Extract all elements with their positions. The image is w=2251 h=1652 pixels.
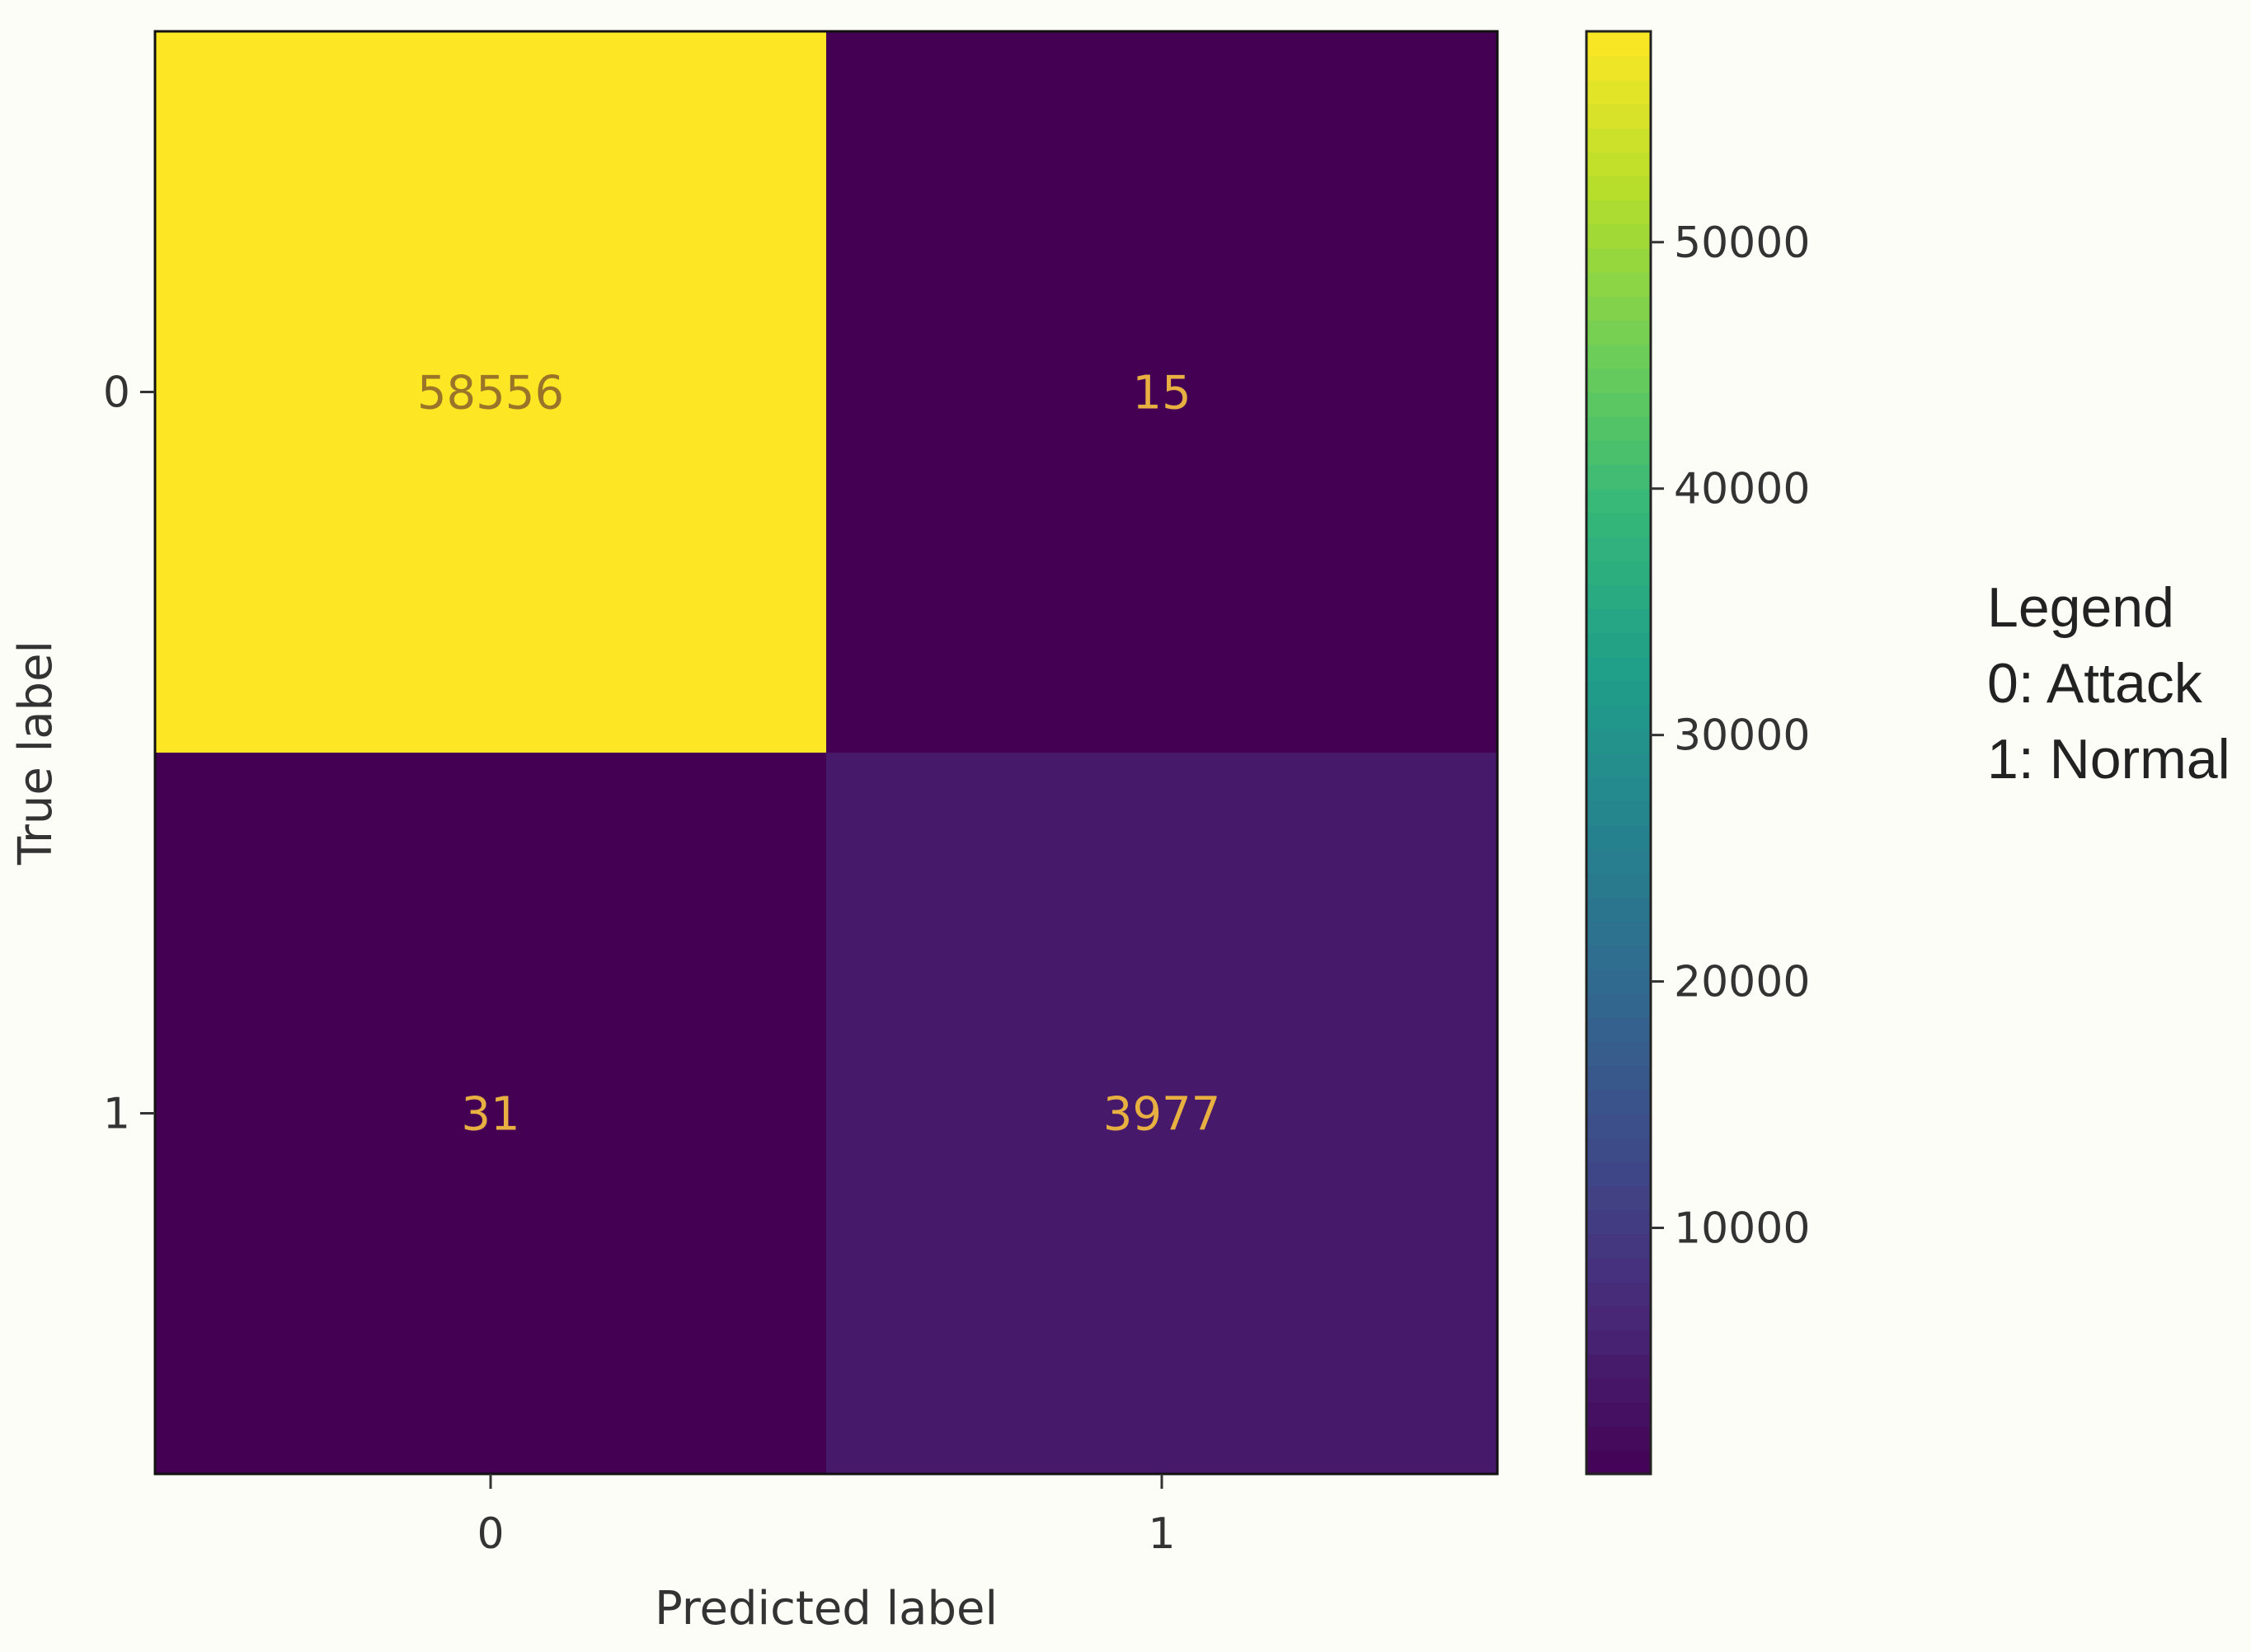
colorbar-segment (1586, 512, 1651, 537)
heatmap-cell (155, 753, 827, 1475)
colorbar-segment (1586, 536, 1651, 561)
colorbar-segment (1586, 560, 1651, 585)
y-tick-label: 1 (103, 1090, 130, 1139)
colorbar-segment (1586, 464, 1651, 490)
colorbar-segment (1586, 1065, 1651, 1091)
colorbar-segment (1586, 1137, 1651, 1162)
colorbar-segment (1586, 1449, 1651, 1475)
colorbar-segment (1586, 151, 1651, 176)
colorbar-segment (1586, 1257, 1651, 1283)
x-tick-label: 0 (477, 1509, 504, 1559)
y-tick-label: 0 (103, 368, 130, 418)
colorbar-segment (1586, 1041, 1651, 1067)
colorbar-segment (1586, 127, 1651, 153)
colorbar-segment (1586, 945, 1651, 970)
colorbar-tick-label: 40000 (1674, 465, 1810, 514)
colorbar-segment (1586, 824, 1651, 850)
colorbar-segment (1586, 392, 1651, 417)
legend-title: Legend (1987, 576, 2174, 639)
colorbar-segment (1586, 584, 1651, 609)
heatmap-frame (153, 30, 1499, 1476)
heatmap-cell (826, 31, 1498, 753)
cell-value-label: 15 (1132, 367, 1191, 420)
colorbar-tick-label: 10000 (1674, 1204, 1810, 1254)
colorbar-segment (1586, 680, 1651, 706)
colorbar-segment (1586, 1330, 1651, 1355)
colorbar-segment (1586, 368, 1651, 393)
legend-entry: 1: Normal (1987, 728, 2230, 791)
colorbar-segment (1586, 1377, 1651, 1403)
cell-value-label: 3977 (1103, 1088, 1221, 1142)
colorbar-segment (1586, 1425, 1651, 1451)
colorbar-segment (1586, 1089, 1651, 1115)
colorbar-segment (1586, 993, 1651, 1018)
colorbar-segment (1586, 199, 1651, 225)
colorbar-segment (1586, 1305, 1651, 1331)
heatmap-cell (155, 31, 827, 753)
colorbar-segment (1586, 1233, 1651, 1259)
cell-value-label: 58556 (417, 367, 564, 420)
colorbar-segment (1586, 872, 1651, 898)
colorbar-segment (1586, 439, 1651, 465)
colorbar-segment (1586, 271, 1651, 297)
colorbar-segment (1586, 1209, 1651, 1235)
x-tick-label: 1 (1148, 1509, 1175, 1559)
colorbar-segment (1586, 295, 1651, 321)
colorbar-segment (1586, 1401, 1651, 1427)
colorbar-segment (1586, 1113, 1651, 1138)
colorbar-segment (1586, 1185, 1651, 1211)
legend: Legend 0: Attack 1: Normal (1987, 576, 2230, 791)
colorbar-segment (1586, 55, 1651, 81)
colorbar-segment (1586, 320, 1651, 345)
colorbar-segment (1586, 1354, 1651, 1379)
colorbar-segment (1586, 247, 1651, 273)
colorbar-segment (1586, 31, 1651, 57)
colorbar-segment (1586, 728, 1651, 753)
colorbar-segment (1586, 488, 1651, 514)
colorbar-segment (1586, 656, 1651, 682)
colorbar-segment (1586, 344, 1651, 369)
colorbar-tick-label: 20000 (1674, 958, 1810, 1007)
legend-entry: 0: Attack (1987, 652, 2203, 715)
colorbar-segment (1586, 415, 1651, 441)
colorbar-tick-label: 50000 (1674, 218, 1810, 268)
colorbar-segment (1586, 753, 1651, 778)
colorbar-segment (1586, 800, 1651, 826)
colorbar-segment (1586, 848, 1651, 874)
heatmap-cell (826, 753, 1498, 1475)
colorbar-frame (1585, 30, 1652, 1476)
colorbar-segment (1586, 1281, 1651, 1307)
cell-value-label: 31 (461, 1088, 519, 1142)
colorbar-segment (1586, 897, 1651, 922)
colorbar-segment (1586, 176, 1651, 201)
x-axis-label: Predicted label (655, 1582, 998, 1636)
colorbar-segment (1586, 608, 1651, 634)
colorbar-segment (1586, 969, 1651, 994)
colorbar-tick-label: 30000 (1674, 711, 1810, 761)
colorbar-segment (1586, 1016, 1651, 1042)
colorbar-segment (1586, 103, 1651, 129)
colorbar-segment (1586, 79, 1651, 105)
colorbar-segment (1586, 777, 1651, 802)
colorbar-segment (1586, 1161, 1651, 1186)
y-axis-label: True label (9, 641, 63, 866)
colorbar-segment (1586, 704, 1651, 730)
colorbar-segment (1586, 921, 1651, 946)
colorbar-segment (1586, 223, 1651, 249)
colorbar-segment (1586, 632, 1651, 658)
